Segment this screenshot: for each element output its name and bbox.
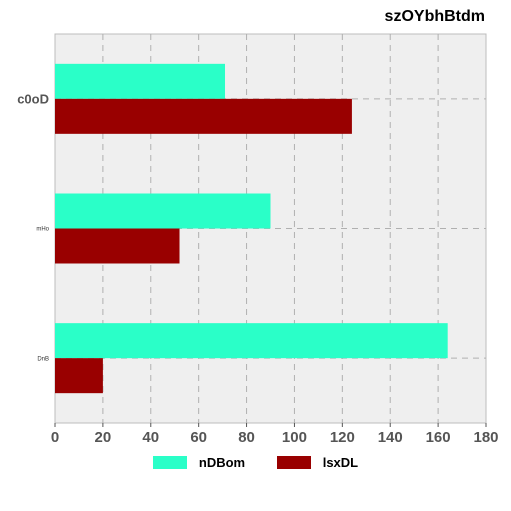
y-tick-label: mHo: [36, 227, 49, 233]
legend-swatch-series-1: [152, 456, 187, 469]
bar-nDBom-c0oD: [55, 63, 226, 99]
legend: nDBom lsxDL: [0, 455, 511, 472]
x-tick-label: 40: [142, 429, 159, 446]
x-tick-label: 80: [238, 429, 255, 446]
legend-label-series-1: nDBom: [198, 455, 246, 470]
x-tick-label: 120: [330, 429, 355, 446]
x-tick-label: 20: [95, 429, 112, 446]
x-tick-label: 60: [190, 429, 207, 446]
x-tick-label: 160: [426, 429, 451, 446]
chart-title: szOYbhBtdm: [384, 8, 485, 25]
y-tick-label: c0oD: [17, 91, 49, 106]
x-tick-label: 140: [378, 429, 403, 446]
y-axis-labels: c0oD mHo DnB: [17, 91, 49, 362]
bar-lsxDL-mHo: [55, 228, 180, 264]
x-tick-label: 0: [51, 429, 59, 446]
x-axis-ticks: 0 20 40 60 80 100 120 140 160 180: [51, 423, 499, 446]
legend-swatch-series-2: [276, 456, 311, 469]
y-tick-label: DnB: [37, 356, 49, 362]
bar-nDBom-mHo: [55, 193, 271, 229]
legend-item-series-2: lsxDL: [276, 455, 359, 470]
bar-nDBom-DnB: [55, 323, 448, 359]
x-tick-label: 180: [473, 429, 498, 446]
bar-lsxDL-c0oD: [55, 98, 352, 134]
legend-label-series-2: lsxDL: [322, 455, 359, 470]
bar-lsxDL-DnB: [55, 358, 103, 394]
x-tick-label: 100: [282, 429, 307, 446]
bars: [55, 63, 448, 394]
legend-item-series-1: nDBom: [152, 455, 246, 470]
